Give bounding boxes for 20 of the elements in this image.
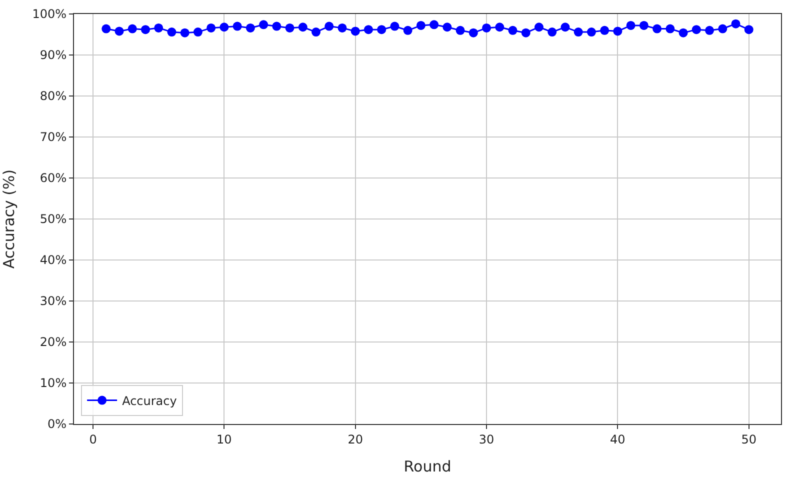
legend-label: Accuracy xyxy=(122,394,177,408)
x-tick-label: 10 xyxy=(216,432,232,446)
x-tick-label: 30 xyxy=(478,432,494,446)
x-axis-title: Round xyxy=(404,457,452,476)
x-tick-label: 40 xyxy=(610,432,626,446)
x-tick-label: 20 xyxy=(348,432,363,446)
y-axis-title: Accuracy (%) xyxy=(0,169,18,269)
y-tick-label: 50% xyxy=(40,212,67,226)
y-tick-label: 70% xyxy=(40,130,67,144)
y-tick-label: 0% xyxy=(48,417,67,432)
y-tick-label: 100% xyxy=(32,7,67,22)
x-tick-label: 50 xyxy=(741,432,756,446)
x-tick-label: 0 xyxy=(89,432,97,446)
y-tick-label: 60% xyxy=(40,171,67,186)
y-tick-label: 40% xyxy=(40,253,67,268)
y-tick-label: 80% xyxy=(40,89,67,104)
y-tick-label: 30% xyxy=(40,294,67,308)
y-tick-label: 20% xyxy=(40,335,67,350)
y-tick-label: 90% xyxy=(40,48,67,62)
y-tick-label: 10% xyxy=(40,376,67,390)
